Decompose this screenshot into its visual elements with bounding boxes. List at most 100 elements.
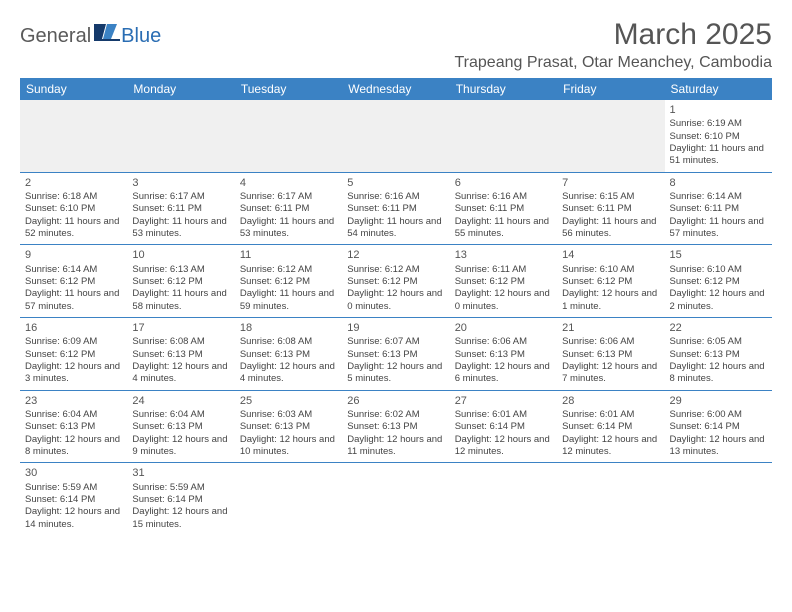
calendar-table: SundayMondayTuesdayWednesdayThursdayFrid… bbox=[20, 78, 772, 535]
sunrise-line: Sunrise: 6:10 AM bbox=[670, 264, 767, 276]
daylight-line: Daylight: 11 hours and 56 minutes. bbox=[562, 216, 659, 241]
day-number: 6 bbox=[455, 176, 552, 190]
sunset-line: Sunset: 6:13 PM bbox=[132, 421, 229, 433]
weekday-header: Wednesday bbox=[342, 78, 449, 100]
daylight-line: Daylight: 12 hours and 9 minutes. bbox=[132, 434, 229, 459]
day-number: 15 bbox=[670, 248, 767, 262]
day-cell: 24Sunrise: 6:04 AMSunset: 6:13 PMDayligh… bbox=[127, 390, 234, 463]
day-number: 9 bbox=[25, 248, 122, 262]
daylight-line: Daylight: 12 hours and 14 minutes. bbox=[25, 506, 122, 531]
daylight-line: Daylight: 11 hours and 55 minutes. bbox=[455, 216, 552, 241]
weekday-header: Saturday bbox=[665, 78, 772, 100]
empty-cell bbox=[235, 463, 342, 535]
daylight-line: Daylight: 11 hours and 53 minutes. bbox=[240, 216, 337, 241]
empty-cell bbox=[557, 463, 664, 535]
sunset-line: Sunset: 6:12 PM bbox=[562, 276, 659, 288]
daylight-line: Daylight: 12 hours and 2 minutes. bbox=[670, 288, 767, 313]
day-cell: 14Sunrise: 6:10 AMSunset: 6:12 PMDayligh… bbox=[557, 245, 664, 318]
calendar-row: 9Sunrise: 6:14 AMSunset: 6:12 PMDaylight… bbox=[20, 245, 772, 318]
sunrise-line: Sunrise: 6:12 AM bbox=[240, 264, 337, 276]
sunrise-line: Sunrise: 6:10 AM bbox=[562, 264, 659, 276]
daylight-line: Daylight: 12 hours and 8 minutes. bbox=[670, 361, 767, 386]
day-number: 26 bbox=[347, 394, 444, 408]
sunrise-line: Sunrise: 6:06 AM bbox=[562, 336, 659, 348]
empty-cell bbox=[665, 463, 772, 535]
daylight-line: Daylight: 12 hours and 12 minutes. bbox=[562, 434, 659, 459]
weekday-header: Friday bbox=[557, 78, 664, 100]
sunset-line: Sunset: 6:12 PM bbox=[25, 276, 122, 288]
sunset-line: Sunset: 6:10 PM bbox=[25, 203, 122, 215]
month-title: March 2025 bbox=[455, 18, 773, 52]
daylight-line: Daylight: 12 hours and 13 minutes. bbox=[670, 434, 767, 459]
day-cell: 19Sunrise: 6:07 AMSunset: 6:13 PMDayligh… bbox=[342, 318, 449, 391]
day-number: 27 bbox=[455, 394, 552, 408]
day-number: 18 bbox=[240, 321, 337, 335]
sunrise-line: Sunrise: 6:16 AM bbox=[455, 191, 552, 203]
sunrise-line: Sunrise: 6:06 AM bbox=[455, 336, 552, 348]
calendar-head: SundayMondayTuesdayWednesdayThursdayFrid… bbox=[20, 78, 772, 100]
sunset-line: Sunset: 6:12 PM bbox=[670, 276, 767, 288]
day-number: 29 bbox=[670, 394, 767, 408]
daylight-line: Daylight: 11 hours and 53 minutes. bbox=[132, 216, 229, 241]
day-cell: 12 Sunrise: 6:12 AMSunset: 6:12 PMDayligh… bbox=[342, 245, 449, 318]
daylight-line: Daylight: 11 hours and 54 minutes. bbox=[347, 216, 444, 241]
sunrise-line: Sunrise: 6:04 AM bbox=[25, 409, 122, 421]
sunset-line: Sunset: 6:13 PM bbox=[25, 421, 122, 433]
weekday-row: SundayMondayTuesdayWednesdayThursdayFrid… bbox=[20, 78, 772, 100]
day-cell: 6Sunrise: 6:16 AMSunset: 6:11 PMDaylight… bbox=[450, 172, 557, 245]
daylight-line: Daylight: 12 hours and 6 minutes. bbox=[455, 361, 552, 386]
day-number: 2 bbox=[25, 176, 122, 190]
logo-text-2: Blue bbox=[121, 25, 161, 48]
sunset-line: Sunset: 6:14 PM bbox=[455, 421, 552, 433]
sunrise-line: Sunrise: 6:04 AM bbox=[132, 409, 229, 421]
day-number: 11 bbox=[240, 248, 337, 262]
day-cell: 26Sunrise: 6:02 AMSunset: 6:13 PMDayligh… bbox=[342, 390, 449, 463]
day-number: 8 bbox=[670, 176, 767, 190]
daylight-line: Daylight: 12 hours and 4 minutes. bbox=[240, 361, 337, 386]
day-number: 20 bbox=[455, 321, 552, 335]
daylight-line: Daylight: 12 hours and 0 minutes. bbox=[347, 288, 444, 313]
weekday-header: Thursday bbox=[450, 78, 557, 100]
day-cell: 8Sunrise: 6:14 AMSunset: 6:11 PMDaylight… bbox=[665, 172, 772, 245]
day-number: 30 bbox=[25, 466, 122, 480]
day-number: 12 bbox=[347, 248, 444, 262]
sunrise-line: Sunrise: 6:12 AM bbox=[347, 264, 444, 276]
sunrise-line: Sunrise: 6:07 AM bbox=[347, 336, 444, 348]
empty-cell bbox=[342, 463, 449, 535]
day-cell: 18Sunrise: 6:08 AMSunset: 6:13 PMDayligh… bbox=[235, 318, 342, 391]
sunset-line: Sunset: 6:14 PM bbox=[562, 421, 659, 433]
sunrise-line: Sunrise: 6:18 AM bbox=[25, 191, 122, 203]
day-cell: 9 Sunrise: 6:14 AMSunset: 6:12 PMDaylight… bbox=[20, 245, 127, 318]
day-cell: 20Sunrise: 6:06 AMSunset: 6:13 PMDayligh… bbox=[450, 318, 557, 391]
day-number: 7 bbox=[562, 176, 659, 190]
sunrise-line: Sunrise: 5:59 AM bbox=[132, 482, 229, 494]
daylight-line: Daylight: 11 hours and 57 minutes. bbox=[25, 288, 122, 313]
day-cell: 5Sunrise: 6:16 AMSunset: 6:11 PMDaylight… bbox=[342, 172, 449, 245]
calendar-row: 30Sunrise: 5:59 AMSunset: 6:14 PMDayligh… bbox=[20, 463, 772, 535]
sunset-line: Sunset: 6:13 PM bbox=[562, 349, 659, 361]
sunset-line: Sunset: 6:11 PM bbox=[670, 203, 767, 215]
sunrise-line: Sunrise: 6:14 AM bbox=[25, 264, 122, 276]
day-cell: 7Sunrise: 6:15 AMSunset: 6:11 PMDaylight… bbox=[557, 172, 664, 245]
day-cell: 13Sunrise: 6:11 AMSunset: 6:12 PMDayligh… bbox=[450, 245, 557, 318]
daylight-line: Daylight: 12 hours and 4 minutes. bbox=[132, 361, 229, 386]
day-cell: 2Sunrise: 6:18 AMSunset: 6:10 PMDaylight… bbox=[20, 172, 127, 245]
sunrise-line: Sunrise: 6:01 AM bbox=[562, 409, 659, 421]
day-cell: 22Sunrise: 6:05 AMSunset: 6:13 PMDayligh… bbox=[665, 318, 772, 391]
sunset-line: Sunset: 6:13 PM bbox=[347, 349, 444, 361]
sunrise-line: Sunrise: 6:08 AM bbox=[240, 336, 337, 348]
day-number: 17 bbox=[132, 321, 229, 335]
weekday-header: Sunday bbox=[20, 78, 127, 100]
day-cell: 10Sunrise: 6:13 AMSunset: 6:12 PMDayligh… bbox=[127, 245, 234, 318]
sunset-line: Sunset: 6:13 PM bbox=[455, 349, 552, 361]
sunset-line: Sunset: 6:12 PM bbox=[347, 276, 444, 288]
weekday-header: Tuesday bbox=[235, 78, 342, 100]
day-cell: 25Sunrise: 6:03 AMSunset: 6:13 PMDayligh… bbox=[235, 390, 342, 463]
day-cell: 27Sunrise: 6:01 AMSunset: 6:14 PMDayligh… bbox=[450, 390, 557, 463]
sunset-line: Sunset: 6:13 PM bbox=[132, 349, 229, 361]
sunrise-line: Sunrise: 6:11 AM bbox=[455, 264, 552, 276]
sunset-line: Sunset: 6:13 PM bbox=[347, 421, 444, 433]
day-cell: 16Sunrise: 6:09 AMSunset: 6:12 PMDayligh… bbox=[20, 318, 127, 391]
day-number: 21 bbox=[562, 321, 659, 335]
sunrise-line: Sunrise: 6:08 AM bbox=[132, 336, 229, 348]
